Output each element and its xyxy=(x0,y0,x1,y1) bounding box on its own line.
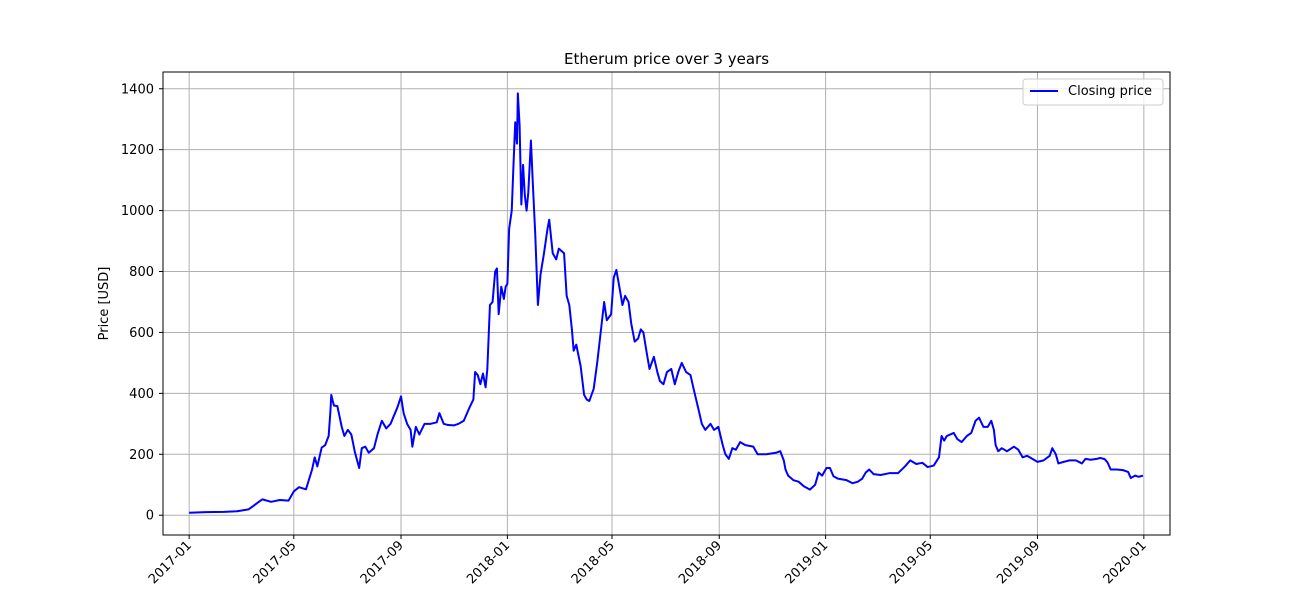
y-tick-label: 200 xyxy=(129,448,154,463)
x-tick-label: 2020-01 xyxy=(1101,538,1150,587)
x-axis: 2017-01 2017-05 2017-09 2018-01 2018-05 2018-… xyxy=(146,535,1150,587)
y-tick-label: 800 xyxy=(129,265,154,280)
y-tick-label: 1000 xyxy=(121,204,154,219)
y-tick-label: 1200 xyxy=(121,143,154,158)
x-tick-label: 2018-01 xyxy=(464,538,513,587)
legend-label-closing-price: Closing price xyxy=(1068,84,1152,99)
y-tick-label: 400 xyxy=(129,387,154,402)
x-tick-label: 2018-09 xyxy=(676,538,725,587)
series-layer xyxy=(189,92,1144,514)
y-axis: 0 200 400 600 800 1000 1200 1400 xyxy=(121,82,163,524)
y-axis-label: Price [USD] xyxy=(97,267,112,341)
y-tick-label: 600 xyxy=(129,326,154,341)
chart-title: Etherum price over 3 years xyxy=(564,50,769,68)
y-tick-label: 0 xyxy=(146,509,154,524)
legend: Closing price xyxy=(1022,78,1164,106)
x-tick-label: 2019-09 xyxy=(994,538,1043,587)
x-tick-label: 2018-05 xyxy=(569,538,618,587)
grid-lines xyxy=(163,72,1170,535)
x-tick-label: 2019-01 xyxy=(782,538,831,587)
plot-area-frame xyxy=(162,71,1171,536)
legend-box xyxy=(1022,78,1164,106)
x-tick-label: 2019-05 xyxy=(887,538,936,587)
y-tick-label: 1400 xyxy=(121,82,154,97)
x-tick-label: 2017-01 xyxy=(146,538,195,587)
x-tick-label: 2017-05 xyxy=(251,538,300,587)
series-line-closing-price xyxy=(189,92,1144,514)
x-tick-label: 2017-09 xyxy=(358,538,407,587)
